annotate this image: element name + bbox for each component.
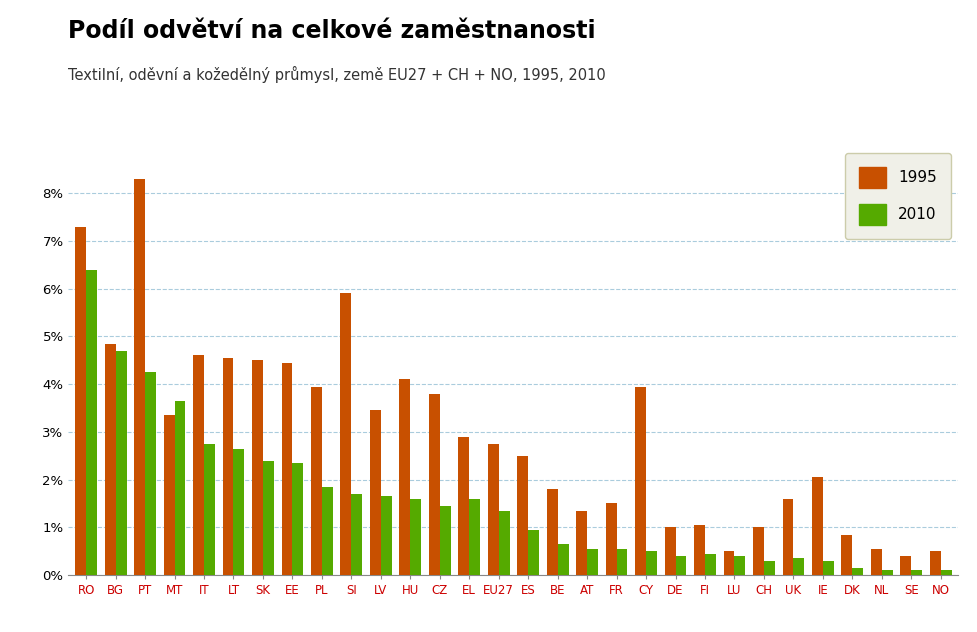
Bar — [840, 535, 852, 575]
Bar — [252, 360, 263, 575]
Bar — [469, 499, 480, 575]
Bar — [429, 394, 440, 575]
Bar — [616, 549, 627, 575]
Bar — [881, 570, 892, 575]
Bar — [822, 561, 833, 575]
Bar — [940, 570, 951, 575]
Bar — [234, 449, 244, 575]
Bar — [75, 226, 86, 575]
Text: Podíl odvětví na celkové zaměstnanosti: Podíl odvětví na celkové zaměstnanosti — [68, 19, 595, 43]
Bar — [704, 554, 715, 575]
Bar — [528, 530, 538, 575]
Bar — [605, 504, 616, 575]
Bar — [723, 551, 734, 575]
Bar — [929, 551, 940, 575]
Bar — [517, 456, 528, 575]
Bar — [498, 511, 509, 575]
Bar — [811, 477, 822, 575]
Bar — [115, 351, 126, 575]
Bar — [440, 506, 450, 575]
Bar — [546, 489, 557, 575]
Text: Textilní, oděvní a kožedělný průmysl, země EU27 + CH + NO, 1995, 2010: Textilní, oděvní a kožedělný průmysl, ze… — [68, 66, 606, 83]
Bar — [145, 372, 155, 575]
Bar — [263, 461, 274, 575]
Bar — [782, 499, 792, 575]
Bar — [752, 527, 763, 575]
Bar — [369, 410, 380, 575]
Bar — [292, 463, 303, 575]
Bar — [488, 444, 498, 575]
Bar — [646, 551, 657, 575]
Bar — [763, 561, 774, 575]
Bar — [675, 556, 686, 575]
Bar — [586, 549, 597, 575]
Bar — [192, 355, 204, 575]
Bar — [557, 544, 568, 575]
Bar — [223, 358, 234, 575]
Bar — [86, 269, 97, 575]
Legend: 1995, 2010: 1995, 2010 — [844, 153, 950, 239]
Bar — [458, 437, 469, 575]
Bar — [281, 363, 292, 575]
Bar — [311, 387, 321, 575]
Bar — [634, 387, 646, 575]
Bar — [911, 570, 921, 575]
Bar — [399, 379, 410, 575]
Bar — [664, 527, 675, 575]
Bar — [694, 525, 704, 575]
Bar — [900, 556, 911, 575]
Bar — [340, 293, 351, 575]
Bar — [734, 556, 744, 575]
Bar — [852, 568, 863, 575]
Bar — [105, 344, 115, 575]
Bar — [871, 549, 881, 575]
Bar — [134, 179, 145, 575]
Bar — [792, 559, 803, 575]
Bar — [410, 499, 421, 575]
Bar — [380, 496, 392, 575]
Bar — [575, 511, 586, 575]
Bar — [321, 487, 332, 575]
Bar — [351, 494, 361, 575]
Bar — [163, 415, 174, 575]
Bar — [174, 401, 186, 575]
Bar — [204, 444, 215, 575]
